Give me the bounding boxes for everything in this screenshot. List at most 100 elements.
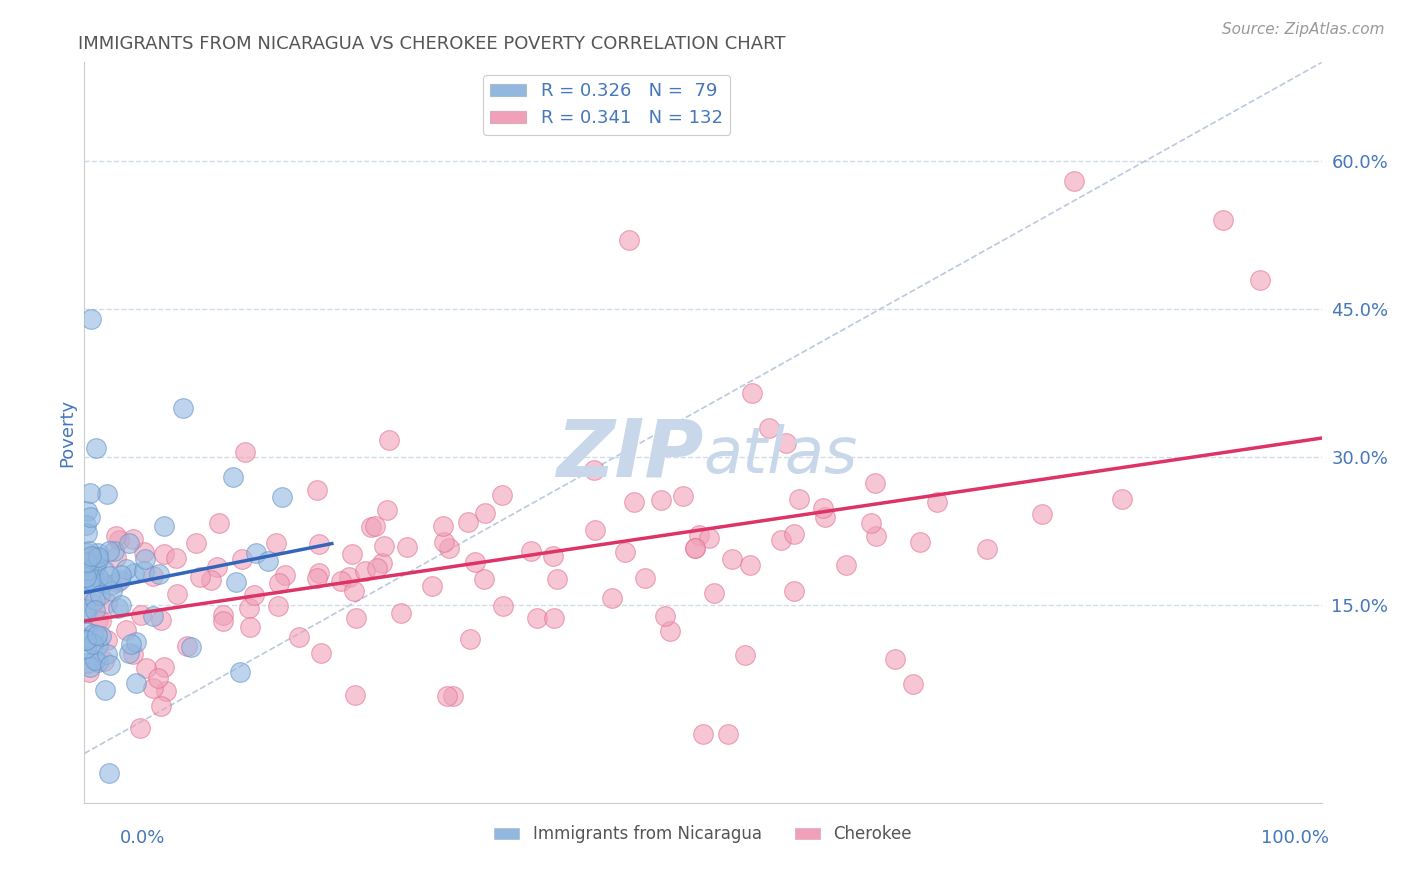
Point [84, 603, 107, 617]
Point [101, 583, 124, 598]
Point [76, 555, 98, 569]
Point [153, 519, 176, 533]
Point [180, 640, 202, 654]
Point [903, 677, 925, 691]
Point [375, 503, 398, 517]
Point [692, 727, 714, 741]
Point [87, 549, 110, 564]
Point [703, 585, 725, 599]
Point [87, 570, 110, 584]
Point [1249, 272, 1271, 286]
Point [740, 558, 762, 572]
Point [90, 614, 112, 628]
Point [491, 487, 513, 501]
Text: atlas: atlas [703, 424, 858, 486]
Point [87, 546, 110, 560]
Point [118, 646, 141, 660]
Point [80, 573, 103, 587]
Point [77, 549, 100, 564]
Point [308, 537, 330, 551]
Point [734, 648, 756, 662]
Point [105, 549, 128, 564]
Point [120, 637, 142, 651]
Point [132, 564, 155, 578]
Point [79, 660, 101, 674]
Point [152, 547, 174, 561]
Point [82, 627, 104, 641]
Point [205, 560, 228, 574]
Point [79, 509, 101, 524]
Point [472, 573, 495, 587]
Point [309, 646, 332, 660]
Point [135, 661, 157, 675]
Point [420, 579, 443, 593]
Point [717, 727, 740, 741]
Point [344, 611, 367, 625]
Point [1212, 213, 1234, 227]
Point [105, 574, 128, 589]
Point [76, 504, 98, 518]
Point [654, 609, 676, 624]
Point [98, 657, 121, 672]
Point [432, 518, 454, 533]
Point [340, 547, 363, 561]
Point [129, 608, 152, 623]
Point [91, 576, 114, 591]
Point [437, 541, 460, 556]
Point [146, 671, 169, 685]
Point [75, 633, 97, 648]
Point [231, 552, 253, 566]
Text: 100.0%: 100.0% [1261, 829, 1329, 847]
Point [464, 555, 486, 569]
Point [492, 599, 515, 613]
Point [188, 570, 211, 584]
Point [110, 568, 132, 582]
Point [436, 690, 458, 704]
Point [76, 546, 98, 560]
Point [208, 516, 231, 531]
Point [274, 568, 297, 582]
Point [225, 574, 247, 589]
Point [211, 608, 233, 623]
Point [520, 544, 543, 558]
Point [96, 633, 118, 648]
Point [76, 656, 98, 670]
Point [98, 766, 121, 780]
Point [1031, 507, 1053, 521]
Text: Source: ZipAtlas.com: Source: ZipAtlas.com [1222, 22, 1385, 37]
Point [75, 606, 97, 620]
Point [389, 606, 412, 620]
Point [229, 665, 252, 679]
Point [239, 620, 262, 634]
Point [546, 572, 568, 586]
Point [775, 435, 797, 450]
Point [142, 609, 165, 624]
Point [134, 552, 156, 566]
Point [813, 501, 835, 516]
Point [150, 613, 173, 627]
Point [245, 546, 267, 560]
Text: IMMIGRANTS FROM NICARAGUA VS CHEROKEE POVERTY CORRELATION CHART: IMMIGRANTS FROM NICARAGUA VS CHEROKEE PO… [79, 35, 786, 53]
Point [685, 541, 707, 555]
Point [84, 549, 107, 564]
Point [600, 591, 623, 605]
Point [373, 539, 395, 553]
Point [75, 602, 97, 616]
Point [90, 629, 112, 643]
Point [782, 584, 804, 599]
Point [76, 631, 98, 645]
Point [238, 600, 260, 615]
Point [75, 570, 97, 584]
Point [80, 596, 103, 610]
Point [378, 433, 401, 447]
Point [79, 549, 101, 563]
Point [142, 681, 165, 696]
Point [79, 574, 101, 589]
Point [613, 545, 636, 559]
Point [84, 653, 107, 667]
Point [353, 564, 375, 578]
Point [688, 528, 710, 542]
Point [927, 494, 949, 508]
Point [80, 584, 103, 599]
Point [148, 566, 170, 581]
